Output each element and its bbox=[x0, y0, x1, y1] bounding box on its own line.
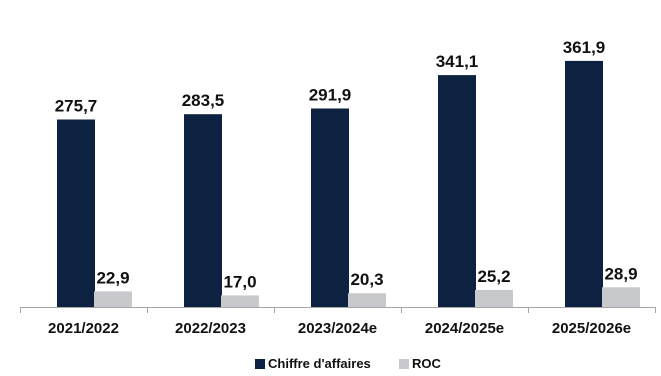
data-label-roc: 28,9 bbox=[604, 264, 637, 283]
x-tick-label: 2023/2024e bbox=[298, 320, 377, 337]
legend-swatch-revenue bbox=[255, 359, 265, 369]
x-tick-label: 2025/2026e bbox=[552, 320, 631, 337]
bar-revenue bbox=[184, 114, 222, 307]
bar-roc bbox=[348, 293, 386, 307]
legend-label-roc: ROC bbox=[412, 356, 442, 371]
data-label-roc: 17,0 bbox=[223, 272, 256, 291]
data-label-roc: 25,2 bbox=[477, 267, 510, 286]
data-label-roc: 20,3 bbox=[350, 270, 383, 289]
x-tick-label: 2024/2025e bbox=[425, 320, 504, 337]
data-label-roc: 22,9 bbox=[96, 268, 129, 287]
data-label-revenue: 361,9 bbox=[563, 38, 606, 57]
bar-roc bbox=[602, 287, 640, 307]
legend-swatch-roc bbox=[399, 359, 409, 369]
bar-roc bbox=[475, 289, 513, 307]
data-label-revenue: 275,7 bbox=[55, 97, 98, 116]
plot-area: 275,7 22,9 2021/2022 283,5 17,0 2022/2023 291,… bbox=[20, 38, 656, 337]
bar-roc bbox=[221, 295, 259, 307]
data-label-revenue: 341,1 bbox=[436, 52, 479, 71]
x-tick-label: 2021/2022 bbox=[48, 320, 119, 337]
legend-label-revenue: Chiffre d'affaires bbox=[268, 356, 371, 371]
legend: Chiffre d'affaires ROC bbox=[255, 356, 442, 371]
bar-revenue bbox=[57, 119, 95, 307]
x-tick-label: 2022/2023 bbox=[175, 320, 246, 337]
bar-revenue bbox=[311, 108, 349, 307]
data-label-revenue: 283,5 bbox=[182, 91, 225, 110]
bar-revenue bbox=[565, 60, 603, 308]
data-label-revenue: 291,9 bbox=[309, 86, 352, 105]
bar-revenue bbox=[438, 75, 476, 307]
bar-roc bbox=[94, 291, 132, 307]
